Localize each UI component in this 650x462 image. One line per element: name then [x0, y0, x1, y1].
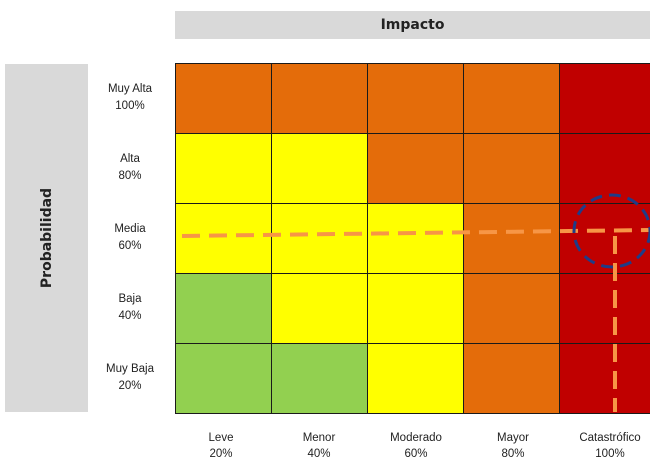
row-name: Muy Baja	[106, 363, 154, 375]
col-label-leve: Leve 20%	[174, 430, 268, 462]
matrix-cell-high	[175, 63, 272, 134]
matrix-cell-moderate	[271, 273, 368, 344]
row-label-media: Media 60%	[100, 221, 160, 255]
col-pct: 20%	[209, 448, 233, 460]
col-name: Leve	[208, 432, 234, 444]
col-label-catastrofico: Catastrófico 100%	[563, 430, 650, 462]
matrix-cell-extreme	[559, 273, 650, 344]
risk-marker-circle	[572, 193, 650, 269]
probability-guide-line	[181, 228, 650, 238]
matrix-cell-high	[463, 273, 560, 344]
matrix-cell-moderate	[175, 203, 272, 274]
matrix-cell-high	[463, 133, 560, 204]
matrix-cell-extreme	[559, 343, 650, 414]
col-name: Mayor	[497, 432, 529, 444]
col-name: Moderado	[390, 432, 442, 444]
probability-header: Probabilidad	[5, 64, 88, 412]
col-label-menor: Menor 40%	[272, 430, 366, 462]
matrix-cell-high	[463, 343, 560, 414]
row-name: Alta	[120, 153, 140, 165]
impact-header: Impacto	[175, 11, 650, 39]
row-pct: 20%	[118, 380, 142, 392]
col-pct: 40%	[307, 448, 331, 460]
matrix-cell-extreme	[559, 133, 650, 204]
row-label-alta: Alta 80%	[100, 151, 160, 185]
row-label-muy-alta: Muy Alta 100%	[100, 81, 160, 115]
matrix-cell-low	[175, 343, 272, 414]
row-pct: 40%	[118, 310, 142, 322]
row-pct: 80%	[118, 170, 142, 182]
risk-matrix-grid	[175, 63, 650, 414]
matrix-cell-high	[271, 63, 368, 134]
row-pct: 60%	[118, 240, 142, 252]
col-pct: 80%	[501, 448, 525, 460]
row-name: Muy Alta	[107, 83, 153, 95]
col-label-moderado: Moderado 60%	[369, 430, 463, 462]
matrix-cell-extreme	[559, 203, 650, 274]
matrix-cell-low	[271, 343, 368, 414]
row-label-muy-baja: Muy Baja 20%	[100, 361, 160, 395]
col-pct: 100%	[595, 448, 625, 460]
col-name: Menor	[302, 432, 336, 444]
row-name: Media	[114, 223, 146, 235]
row-name: Baja	[118, 293, 142, 305]
col-label-mayor: Mayor 80%	[466, 430, 560, 462]
matrix-cell-moderate	[271, 203, 368, 274]
col-name: Catastrófico	[579, 432, 641, 444]
row-label-baja: Baja 40%	[100, 291, 160, 325]
row-pct: 100%	[115, 100, 145, 112]
matrix-cell-moderate	[367, 203, 464, 274]
col-pct: 60%	[404, 448, 428, 460]
matrix-cell-moderate	[367, 343, 464, 414]
matrix-cell-high	[367, 133, 464, 204]
impact-title: Impacto	[380, 17, 445, 33]
